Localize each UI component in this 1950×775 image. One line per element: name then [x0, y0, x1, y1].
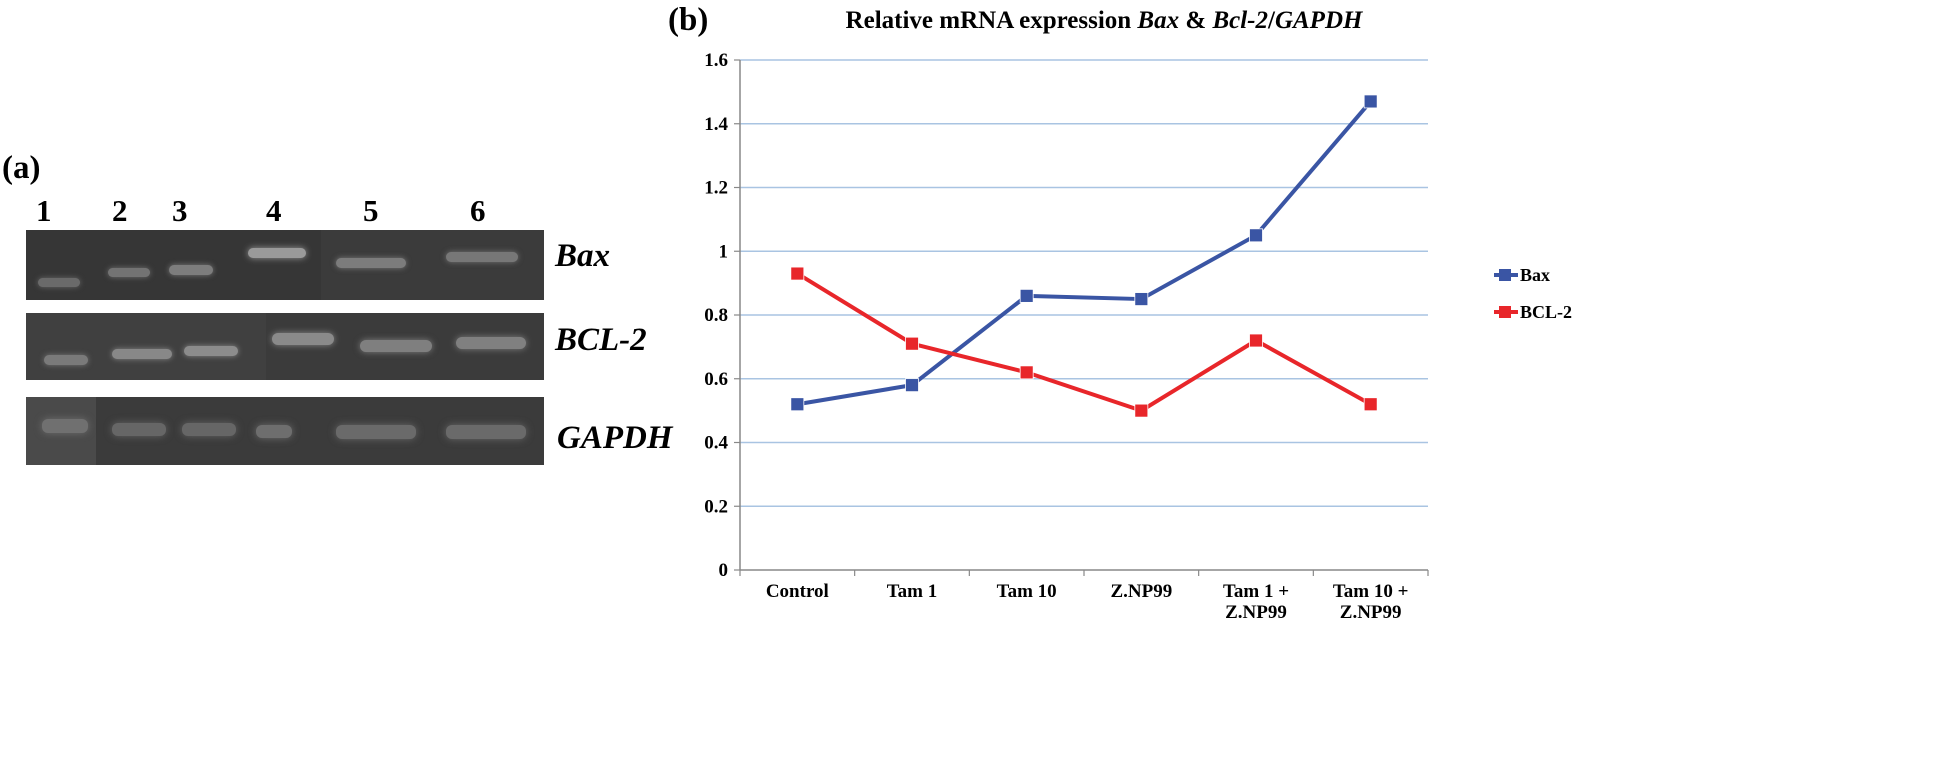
- gel-strip-bcl2: [26, 313, 544, 380]
- lane-label-6: 6: [470, 193, 486, 228]
- x-tick-label: Tam 1: [887, 581, 938, 602]
- x-tick-label: Control: [766, 581, 829, 602]
- x-tick-label-line: Tam 1 +: [1223, 581, 1289, 602]
- data-point-bcl2: [905, 336, 919, 351]
- lane-label-3: 3: [172, 193, 188, 228]
- gel-band: [248, 248, 306, 258]
- data-point-bax: [1249, 228, 1263, 243]
- panel-a-label: (a): [2, 150, 41, 186]
- series: [790, 94, 1378, 418]
- legend-marker-bax: [1499, 269, 1511, 281]
- legend-label-bcl2: BCL-2: [1520, 302, 1572, 322]
- title-part: &: [1179, 7, 1212, 34]
- x-tick-label-line: Control: [766, 581, 829, 602]
- gridlines: [740, 59, 1428, 507]
- gel-band: [272, 333, 334, 345]
- lane-label-4: 4: [266, 193, 282, 228]
- data-point-bcl2: [1249, 333, 1263, 348]
- legend-marker-bcl2: [1499, 306, 1511, 318]
- legend: Bax BCL-2: [1494, 265, 1572, 322]
- y-tick-label: 1.2: [704, 178, 728, 199]
- axes: 0 0.2 0.4 0.6 0.8 1 1.2 1.4 1.6 Control Tam 1 Tam 1…: [704, 50, 1429, 623]
- gel-band: [112, 349, 172, 359]
- title-part: Relative mRNA expression: [846, 7, 1138, 34]
- x-tick-label: Tam 10: [997, 581, 1057, 602]
- y-tick-label: 0.2: [704, 496, 728, 517]
- title-part: /: [1267, 7, 1276, 34]
- gel-band: [44, 355, 88, 365]
- gel-band: [456, 337, 526, 349]
- x-tick-label-line: Tam 1: [887, 581, 938, 602]
- y-tick-label: 0: [719, 560, 729, 581]
- gel-band: [42, 419, 88, 433]
- gene-label-gapdh: GAPDH: [557, 420, 673, 456]
- gene-label-bcl2: BCL-2: [555, 322, 647, 358]
- gel-band: [256, 425, 292, 438]
- series-line-bax: [797, 100, 1373, 407]
- x-tick-label: Z.NP99: [1110, 581, 1172, 602]
- lane-label-1: 1: [36, 193, 52, 228]
- data-point-bcl2: [1019, 365, 1034, 380]
- title-part: GAPDH: [1275, 7, 1364, 34]
- gel-strip-bax: [26, 230, 544, 300]
- x-tick-label-line: Tam 10: [997, 581, 1057, 602]
- chart-title: Relative mRNA expression Bax & Bcl-2/GAP…: [846, 7, 1364, 34]
- gel-band: [446, 425, 526, 439]
- data-point-bax: [905, 378, 919, 393]
- gel-band: [336, 258, 406, 268]
- gel-strip-gapdh: [26, 397, 544, 465]
- data-point-bax: [1363, 94, 1378, 109]
- y-tick-label: 1: [719, 241, 729, 262]
- title-part: Bax: [1136, 7, 1179, 34]
- gel-band: [108, 268, 150, 277]
- data-point-bax: [1019, 288, 1034, 303]
- y-tick-label: 0.6: [704, 369, 728, 390]
- title-part: Bcl-2: [1211, 7, 1268, 34]
- x-tick-label-line: Z.NP99: [1225, 602, 1287, 623]
- series-line-bcl2: [796, 271, 1372, 413]
- data-point-bax: [790, 397, 805, 412]
- gel-band: [38, 278, 80, 287]
- data-point-bcl2: [1363, 397, 1378, 412]
- lane-label-5: 5: [363, 193, 379, 228]
- gel-band: [446, 252, 518, 262]
- y-tick-label: 0.4: [704, 433, 728, 454]
- legend-label-bax: Bax: [1520, 265, 1550, 285]
- y-tick-label: 1.6: [704, 50, 728, 71]
- gel-band: [184, 346, 238, 356]
- panel-b-label: (b): [668, 2, 709, 38]
- data-point-bcl2: [1134, 403, 1149, 418]
- data-point-bcl2: [790, 266, 805, 281]
- gel-band: [336, 425, 416, 439]
- x-tick-label-line: Z.NP99: [1110, 581, 1172, 602]
- x-tick-label-line: Z.NP99: [1340, 602, 1402, 623]
- x-tick-label: Tam 10 + Z.NP99: [1333, 581, 1409, 623]
- gel-band: [182, 423, 236, 436]
- gel-band: [112, 423, 166, 436]
- y-tick-label: 0.8: [704, 305, 728, 326]
- data-point-bax: [1134, 292, 1149, 306]
- lane-label-2: 2: [112, 193, 128, 228]
- gel-band: [169, 265, 213, 275]
- y-tick-label: 1.4: [704, 114, 728, 135]
- gel-band: [360, 340, 432, 352]
- x-tick-label-line: Tam 10 +: [1333, 581, 1409, 602]
- x-tick-label: Tam 1 + Z.NP99: [1223, 581, 1289, 623]
- gene-label-bax: Bax: [555, 238, 611, 274]
